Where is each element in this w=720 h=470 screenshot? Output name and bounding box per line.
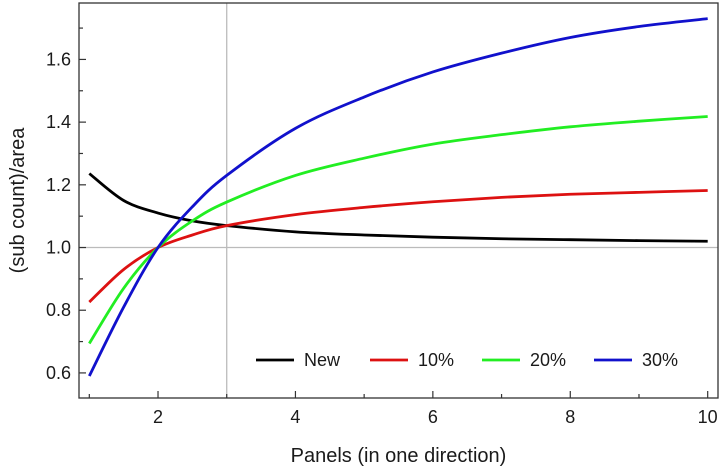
legend-label: New <box>304 350 341 370</box>
x-axis-ticks: 2 4 6 8 10 <box>88 391 718 427</box>
legend-label: 30% <box>642 350 678 370</box>
series-line-new <box>88 172 708 243</box>
x-tick-label: 6 <box>428 407 438 427</box>
legend-label: 20% <box>530 350 566 370</box>
reference-lines <box>79 3 718 398</box>
plot-frame <box>78 2 719 399</box>
y-tick-label: 1.2 <box>46 175 71 195</box>
y-tick-label: 1.4 <box>46 112 71 132</box>
y-axis-title: (sub count)/area <box>7 127 29 274</box>
legend-label: 10% <box>418 350 454 370</box>
legend: New 10% 20% 30% <box>256 350 678 370</box>
x-tick-label: 4 <box>290 407 300 427</box>
x-tick-label: 8 <box>565 407 575 427</box>
y-axis-ticks: 0.6 0.8 1.0 1.2 1.4 1.6 <box>46 27 86 383</box>
x-tick-label: 10 <box>698 407 718 427</box>
y-tick-label: 1.6 <box>46 49 71 69</box>
x-tick-label: 2 <box>153 407 163 427</box>
y-tick-label: 0.8 <box>46 300 71 320</box>
series-line-10pct <box>88 189 708 304</box>
y-tick-label: 1.0 <box>46 238 71 258</box>
x-axis-title: Panels (in one direction) <box>291 445 507 467</box>
series-line-30pct <box>88 17 708 377</box>
series-line-20pct <box>88 115 708 345</box>
series-layer <box>88 17 708 377</box>
y-tick-label: 0.6 <box>46 363 71 383</box>
